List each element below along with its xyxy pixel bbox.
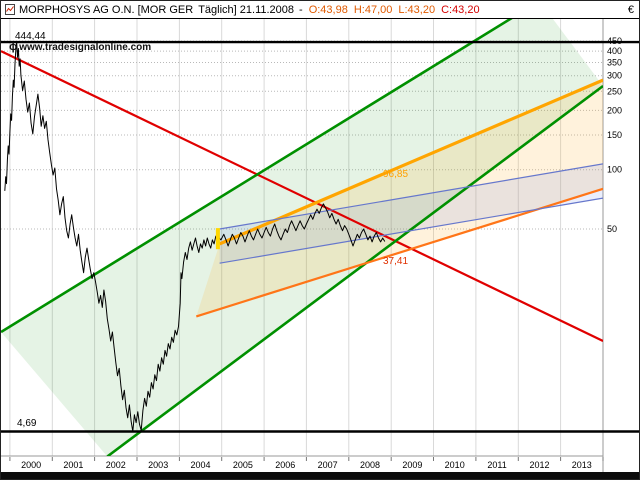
x-tick-label: 2004 xyxy=(190,460,210,470)
watermark: ϕ www.tradesignalonline.com xyxy=(9,41,151,53)
quote-close: C:43,20 xyxy=(441,3,480,16)
trendline-uptrend-green-lower xyxy=(106,84,603,456)
quote-high: H:47,00 xyxy=(353,3,393,16)
x-tick-label: 2001 xyxy=(63,460,83,470)
orange-line-value-label: 96,85 xyxy=(383,169,408,180)
x-tick-label: 2009 xyxy=(402,460,422,470)
y-tick-label: 350 xyxy=(607,58,622,68)
y-tick-label: 50 xyxy=(607,224,617,234)
price-series xyxy=(4,41,386,432)
y-tick-label: 200 xyxy=(607,105,622,115)
y-tick-label: 100 xyxy=(607,165,622,175)
y-tick-label: 400 xyxy=(607,46,622,56)
chart-title-instrument: MORPHOSYS AG O.N. [MOR GER xyxy=(19,3,194,16)
x-tick-label: 2012 xyxy=(529,460,549,470)
x-tick-label: 2008 xyxy=(360,460,380,470)
trendline-channel-orange-upper xyxy=(218,78,603,246)
level-high-label: 444,44 xyxy=(15,31,46,42)
y-tick-label: 250 xyxy=(607,86,622,96)
watermark-text: www.tradesignalonline.com xyxy=(19,42,152,53)
x-tick-label: 2002 xyxy=(106,460,126,470)
band-channel-blue-upper xyxy=(219,163,603,264)
x-tick-label: 2006 xyxy=(275,460,295,470)
x-tick-label: 2010 xyxy=(445,460,465,470)
chart-title-separator: - xyxy=(299,3,303,16)
quote-low: L:43,20 xyxy=(398,3,436,16)
chart-titlebar[interactable]: MORPHOSYS AG O.N. [MOR GER Täglich] 21.1… xyxy=(1,1,639,19)
chart-title-period: Täglich] 21.11.2008 xyxy=(198,3,295,16)
mini-chart-icon xyxy=(5,4,15,15)
x-tick-label: 2007 xyxy=(318,460,338,470)
trendline-channel-blue-upper xyxy=(219,163,603,230)
trendline-channel-blue-lower xyxy=(219,197,603,264)
x-tick-label: 2013 xyxy=(572,460,592,470)
y-tick-label: 300 xyxy=(607,71,622,81)
x-tick-label: 2005 xyxy=(233,460,253,470)
x-tick-label: 2011 xyxy=(487,460,506,470)
tradesignal-logo-icon: ϕ xyxy=(9,41,18,53)
plot-area xyxy=(1,19,603,456)
x-tick-label: 2000 xyxy=(21,460,41,470)
currency-label: € xyxy=(627,4,634,16)
level-low-label: 4,69 xyxy=(17,418,37,429)
trendline-uptrend-green-upper xyxy=(1,19,513,334)
band-uptrend-green-upper xyxy=(1,19,603,456)
quote-open: O:43,98 xyxy=(308,3,348,16)
y-tick-label: 450 xyxy=(607,36,622,46)
red-crossing-value-label: 37,41 xyxy=(383,256,408,267)
trendline-downtrend-red xyxy=(1,50,603,342)
x-tick-label: 2003 xyxy=(148,460,168,470)
y-tick-label: 150 xyxy=(607,130,622,140)
bottom-scrollbar[interactable] xyxy=(1,472,639,479)
